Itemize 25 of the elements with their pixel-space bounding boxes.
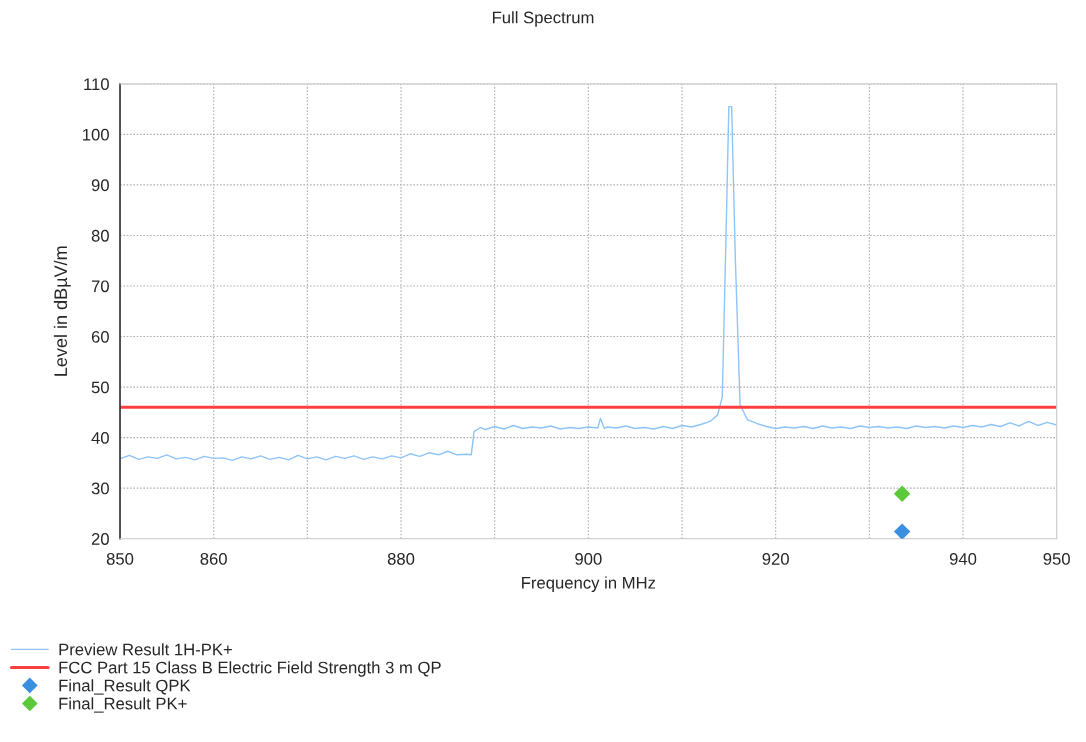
x-tick-label: 860 [200, 553, 227, 565]
x-tick-label: 940 [949, 553, 977, 565]
y-tick-label: 20 [91, 533, 109, 545]
y-tick-label: 70 [91, 280, 109, 293]
chart-title: Full Spectrum [492, 11, 594, 27]
x-tick-label: 900 [575, 553, 602, 565]
y-tick-label: 80 [91, 229, 109, 242]
x-tick-label: 880 [387, 553, 415, 565]
x-axis-title: Frequency in MHz [522, 576, 656, 592]
x-tick-label: 920 [762, 553, 789, 565]
x-tick-label: 950 [1043, 553, 1070, 565]
y-axis-title: Level in dBµV/m [53, 246, 71, 376]
x-tick-label: 850 [106, 553, 134, 565]
y-tick-label: 60 [91, 330, 109, 343]
legend-label: Final_Result PK+ [59, 697, 187, 713]
legend-label: Final_Result QPK [59, 679, 191, 695]
legend-label: FCC Part 15 Class B Electric Field Strength 3 m QP [59, 661, 441, 677]
y-tick-label: 50 [91, 381, 109, 394]
legend-label: Preview Result 1H-PK+ [59, 643, 232, 656]
y-tick-label: 110 [84, 78, 109, 91]
y-tick-label: 40 [91, 432, 109, 444]
y-tick-label: 100 [83, 128, 109, 141]
line-series [120, 105, 1057, 462]
y-tick-label: 30 [91, 482, 109, 495]
y-tick-label: 90 [91, 179, 109, 192]
